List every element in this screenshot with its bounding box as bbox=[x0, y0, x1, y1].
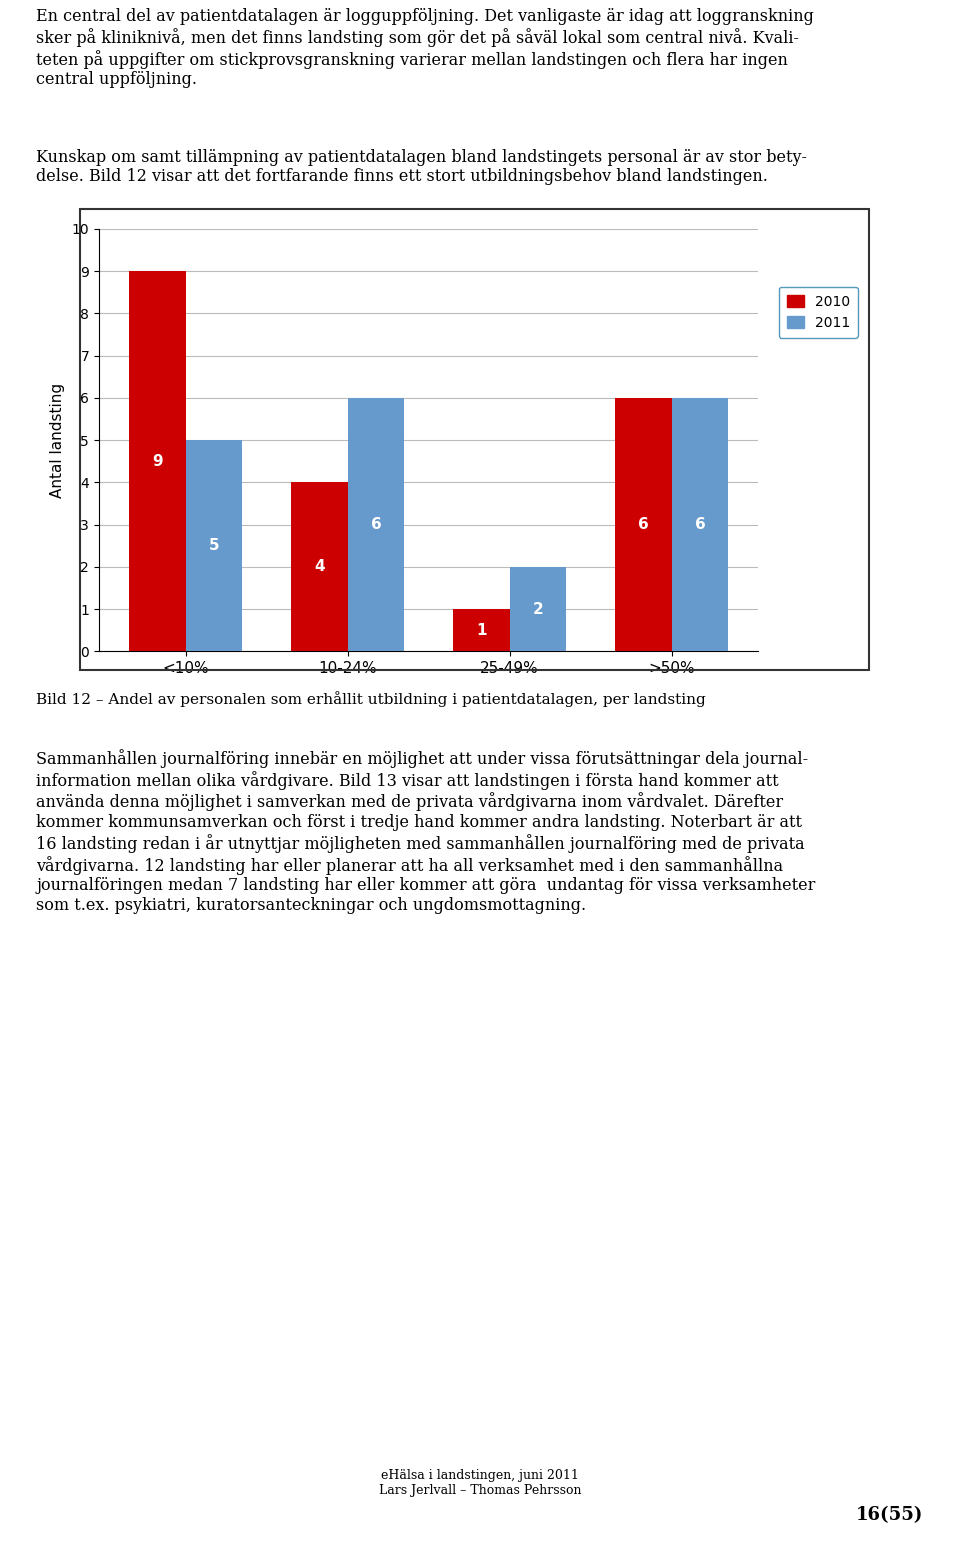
Bar bbox=[510, 566, 566, 651]
Text: 5: 5 bbox=[208, 538, 219, 554]
Bar bbox=[291, 483, 348, 651]
Text: eHälsa i landstingen, juni 2011
Lars Jerlvall – Thomas Pehrsson: eHälsa i landstingen, juni 2011 Lars Jer… bbox=[379, 1470, 581, 1497]
Text: Bild 12 – Andel av personalen som erhållit utbildning i patientdatalagen, per la: Bild 12 – Andel av personalen som erhåll… bbox=[36, 692, 707, 707]
Text: 6: 6 bbox=[371, 517, 381, 532]
Text: Kunskap om samt tillämpning av patientdatalagen bland landstingets personal är a: Kunskap om samt tillämpning av patientda… bbox=[36, 149, 807, 186]
Y-axis label: Antal landsting: Antal landsting bbox=[50, 382, 64, 498]
Bar bbox=[453, 610, 510, 651]
Bar bbox=[185, 441, 242, 651]
Text: 2: 2 bbox=[533, 602, 543, 617]
Text: 6: 6 bbox=[638, 517, 649, 532]
Bar bbox=[672, 398, 729, 651]
Text: En central del av patientdatalagen är logguppföljning. Det vanligaste är idag at: En central del av patientdatalagen är lo… bbox=[36, 8, 814, 88]
Text: Sammanhållen journalföring innebär en möjlighet att under vissa förutsättningar : Sammanhållen journalföring innebär en mö… bbox=[36, 749, 816, 914]
Text: 1: 1 bbox=[476, 623, 487, 637]
Bar bbox=[615, 398, 672, 651]
Text: 16(55): 16(55) bbox=[856, 1505, 924, 1524]
Text: 9: 9 bbox=[152, 453, 162, 469]
Text: 6: 6 bbox=[695, 517, 706, 532]
Bar bbox=[348, 398, 404, 651]
Bar bbox=[129, 271, 185, 651]
Text: 4: 4 bbox=[314, 560, 324, 574]
Legend: 2010, 2011: 2010, 2011 bbox=[779, 286, 858, 339]
